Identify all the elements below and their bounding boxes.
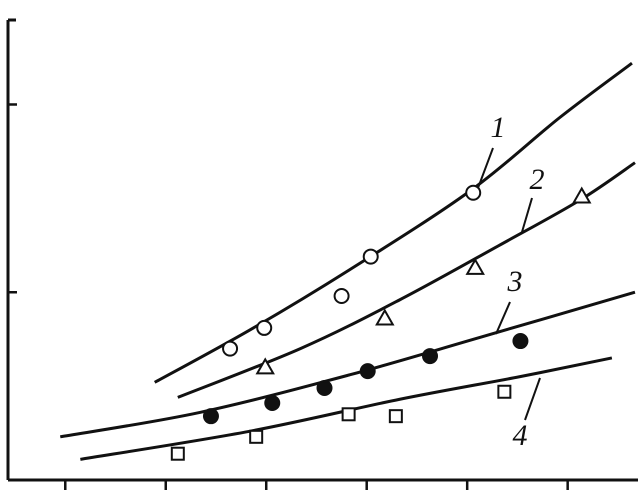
point xyxy=(255,357,275,375)
point xyxy=(362,248,379,265)
fit-curve xyxy=(177,161,636,399)
series-label: 2 xyxy=(530,163,545,196)
point xyxy=(256,319,273,336)
point xyxy=(572,186,592,204)
label-leader xyxy=(524,377,541,421)
fit-curve xyxy=(153,61,633,384)
point xyxy=(375,308,395,326)
fit-curve xyxy=(80,356,613,461)
point xyxy=(264,395,281,412)
point xyxy=(249,429,264,444)
label-leader xyxy=(477,147,494,189)
fit-curve xyxy=(59,290,636,439)
label-leader xyxy=(521,197,533,233)
point xyxy=(333,288,350,304)
label-leader xyxy=(495,301,511,335)
point xyxy=(465,184,482,201)
series-label: 1 xyxy=(491,111,506,144)
series-label: 3 xyxy=(507,265,523,298)
point xyxy=(341,407,356,422)
point xyxy=(388,409,403,424)
series-label: 4 xyxy=(513,419,528,452)
point xyxy=(512,333,529,350)
point xyxy=(359,363,376,380)
point xyxy=(202,408,219,425)
point xyxy=(497,384,512,399)
point xyxy=(222,340,239,357)
point xyxy=(465,257,485,275)
point xyxy=(422,348,439,365)
point xyxy=(170,446,185,461)
point xyxy=(316,380,333,396)
